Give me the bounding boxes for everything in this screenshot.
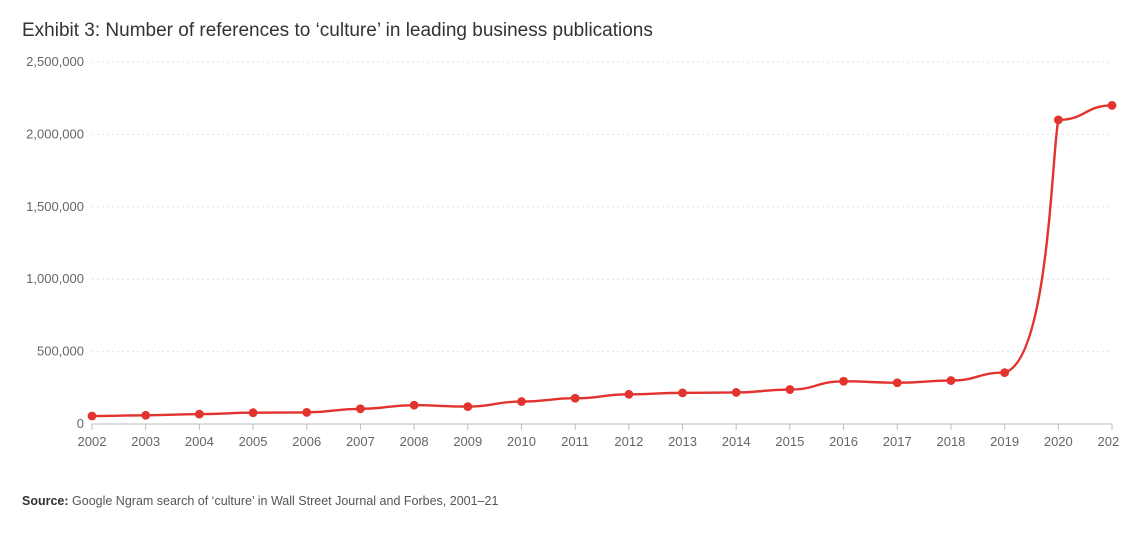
y-tick-label: 1,000,000 <box>26 271 84 286</box>
x-tick-label: 2019 <box>990 434 1019 449</box>
x-tick-label: 2002 <box>78 434 107 449</box>
x-tick-label: 2012 <box>614 434 643 449</box>
data-point <box>1000 368 1009 377</box>
data-point <box>1054 116 1063 125</box>
data-point <box>141 411 150 420</box>
data-point <box>302 408 311 417</box>
x-tick-label: 2017 <box>883 434 912 449</box>
data-point <box>678 388 687 397</box>
line-chart-svg: 0 500,000 1,000,000 1,500,000 2,000,000 2,500… <box>22 56 1120 456</box>
data-point <box>624 390 633 399</box>
y-tick-label: 1,500,000 <box>26 199 84 214</box>
y-tick-label: 2,500,000 <box>26 56 84 69</box>
x-tick-label: 2003 <box>131 434 160 449</box>
y-tick-label: 500,000 <box>37 344 84 359</box>
x-tick-label: 2004 <box>185 434 214 449</box>
x-tick-label: 2011 <box>561 434 589 449</box>
y-tick-label: 2,000,000 <box>26 126 84 141</box>
data-point <box>732 388 741 397</box>
source-label: Source: <box>22 494 69 508</box>
x-tick-label: 2013 <box>668 434 697 449</box>
data-point <box>195 410 204 419</box>
x-tick-label: 2007 <box>346 434 375 449</box>
source-line: Source: Google Ngram search of ‘culture’… <box>22 494 1120 508</box>
line-series <box>92 105 1112 416</box>
data-point <box>517 397 526 406</box>
data-point <box>88 412 97 421</box>
x-tick-label: 2015 <box>775 434 804 449</box>
data-point <box>947 376 956 385</box>
data-point <box>1108 101 1117 110</box>
x-tick-label: 2008 <box>400 434 429 449</box>
data-point <box>463 402 472 411</box>
x-tick-label: 2009 <box>453 434 482 449</box>
data-point <box>571 394 580 403</box>
data-point <box>410 401 419 410</box>
data-point <box>249 408 258 417</box>
data-point <box>356 404 365 413</box>
x-tick-label: 2006 <box>292 434 321 449</box>
x-tick-label: 2010 <box>507 434 536 449</box>
source-text: Google Ngram search of ‘culture’ in Wall… <box>69 494 499 508</box>
data-point <box>893 378 902 387</box>
x-tick-label: 2021 <box>1098 434 1120 449</box>
data-point <box>839 377 848 386</box>
y-tick-label: 0 <box>77 416 84 431</box>
x-tick-label: 2018 <box>936 434 965 449</box>
x-tick-label: 2014 <box>722 434 751 449</box>
chart-area: 0 500,000 1,000,000 1,500,000 2,000,000 2,500… <box>22 56 1120 456</box>
x-tick-label: 2005 <box>239 434 268 449</box>
x-tick-label: 2020 <box>1044 434 1073 449</box>
x-tick-label: 2016 <box>829 434 858 449</box>
data-point <box>785 385 794 394</box>
chart-title: Exhibit 3: Number of references to ‘cult… <box>22 20 1120 42</box>
